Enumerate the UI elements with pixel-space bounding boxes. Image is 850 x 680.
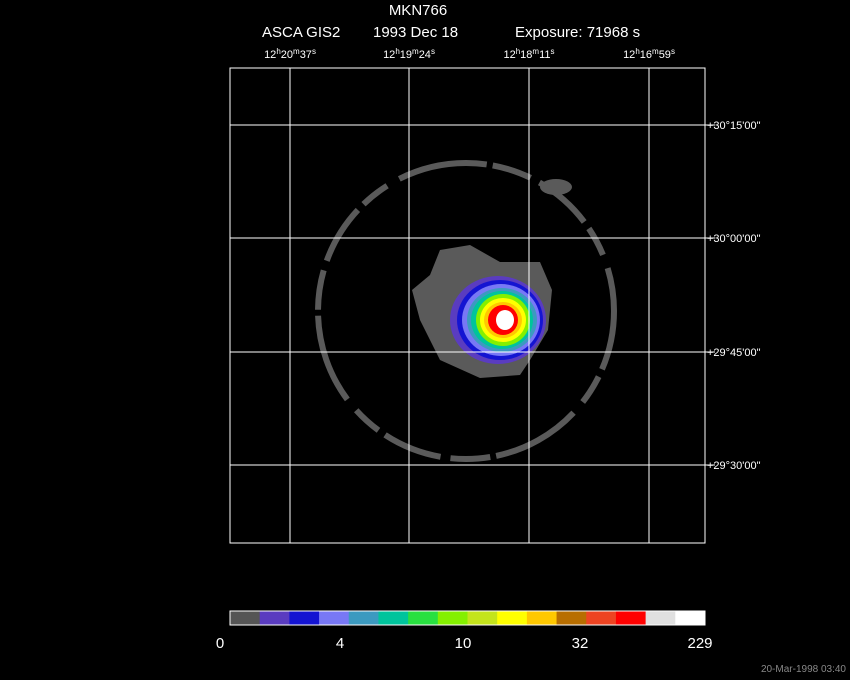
ra-unit: s <box>312 47 316 56</box>
colorbar-cell <box>319 611 350 625</box>
dec-label: +29°30'00" <box>707 460 761 472</box>
ra-unit: s <box>671 47 675 56</box>
ra-unit: s <box>551 47 555 56</box>
ra-labels: 12h20m37s 12h19m24s 12h18m11s 12h16m59s <box>264 47 675 61</box>
grid <box>230 68 715 543</box>
colorbar-tick-label: 0 <box>216 635 224 652</box>
colorbar-tick-label: 10 <box>455 635 472 652</box>
colorbar-cell <box>675 611 706 625</box>
colorbar-cell <box>378 611 409 625</box>
ra-label: 12h18m11s <box>503 47 554 61</box>
colorbar-cell <box>497 611 528 625</box>
exposure: Exposure: 71968 s <box>515 24 640 41</box>
ra-unit: h <box>395 47 399 56</box>
blob <box>540 179 572 195</box>
colorbar-tick-label: 4 <box>336 635 344 652</box>
sky-image <box>315 160 617 462</box>
colorbar-cell <box>645 611 676 625</box>
ra-unit: m <box>293 47 300 56</box>
ra-value: 24 <box>419 49 431 61</box>
ra-value: 11 <box>539 49 550 61</box>
ra-label: 12h20m37s <box>264 47 316 61</box>
colorbar-tick-label: 32 <box>572 635 589 652</box>
colorbar-cell <box>615 611 647 625</box>
ra-value: 12 <box>383 49 395 61</box>
ra-value: 12 <box>264 49 276 61</box>
ra-value: 59 <box>659 49 671 61</box>
detector-ring <box>315 160 617 462</box>
timestamp: 20-Mar-1998 03:40 <box>761 664 846 675</box>
ra-value: 19 <box>400 49 412 61</box>
ra-unit: h <box>516 47 520 56</box>
colorbar-cell <box>526 611 558 625</box>
colorbar-cell <box>348 611 379 625</box>
ra-unit: h <box>635 47 639 56</box>
colorbar-cell <box>289 611 320 625</box>
colorbar-cell <box>230 611 261 625</box>
dec-labels: +30°15'00" +30°00'00" +29°45'00" +29°30'00" <box>707 120 761 472</box>
plot-frame <box>229 67 706 544</box>
ra-label: 12h16m59s <box>623 47 675 61</box>
dec-label: +30°00'00" <box>707 233 761 245</box>
colorbar-cell <box>467 611 498 625</box>
title: MKN766 <box>389 2 447 19</box>
colorbar-cell <box>259 611 290 625</box>
colorbar-cell <box>437 611 468 625</box>
dec-label: +29°45'00" <box>707 347 761 359</box>
colorbar-frame <box>229 610 706 626</box>
ra-value: 12 <box>623 49 635 61</box>
ra-value: 37 <box>300 49 312 61</box>
instrument: ASCA GIS2 <box>262 24 340 41</box>
colorbar-cell <box>586 611 617 625</box>
colorbar: 0 4 10 32 229 <box>216 610 713 652</box>
date: 1993 Dec 18 <box>373 24 458 41</box>
ra-value: 18 <box>520 49 532 61</box>
colorbar-tick-label: 229 <box>687 635 712 652</box>
colorbar-cell <box>556 611 587 625</box>
ra-value: 20 <box>281 49 293 61</box>
ra-unit: h <box>276 47 280 56</box>
ra-unit: s <box>431 47 435 56</box>
ra-value: 12 <box>503 49 515 61</box>
dec-label: +30°15'00" <box>707 120 761 132</box>
level <box>496 310 514 330</box>
ra-unit: m <box>532 47 539 56</box>
ra-label: 12h19m24s <box>383 47 435 61</box>
ra-value: 16 <box>640 49 652 61</box>
ra-unit: m <box>412 47 419 56</box>
colorbar-cell <box>408 611 439 625</box>
ra-unit: m <box>652 47 659 56</box>
